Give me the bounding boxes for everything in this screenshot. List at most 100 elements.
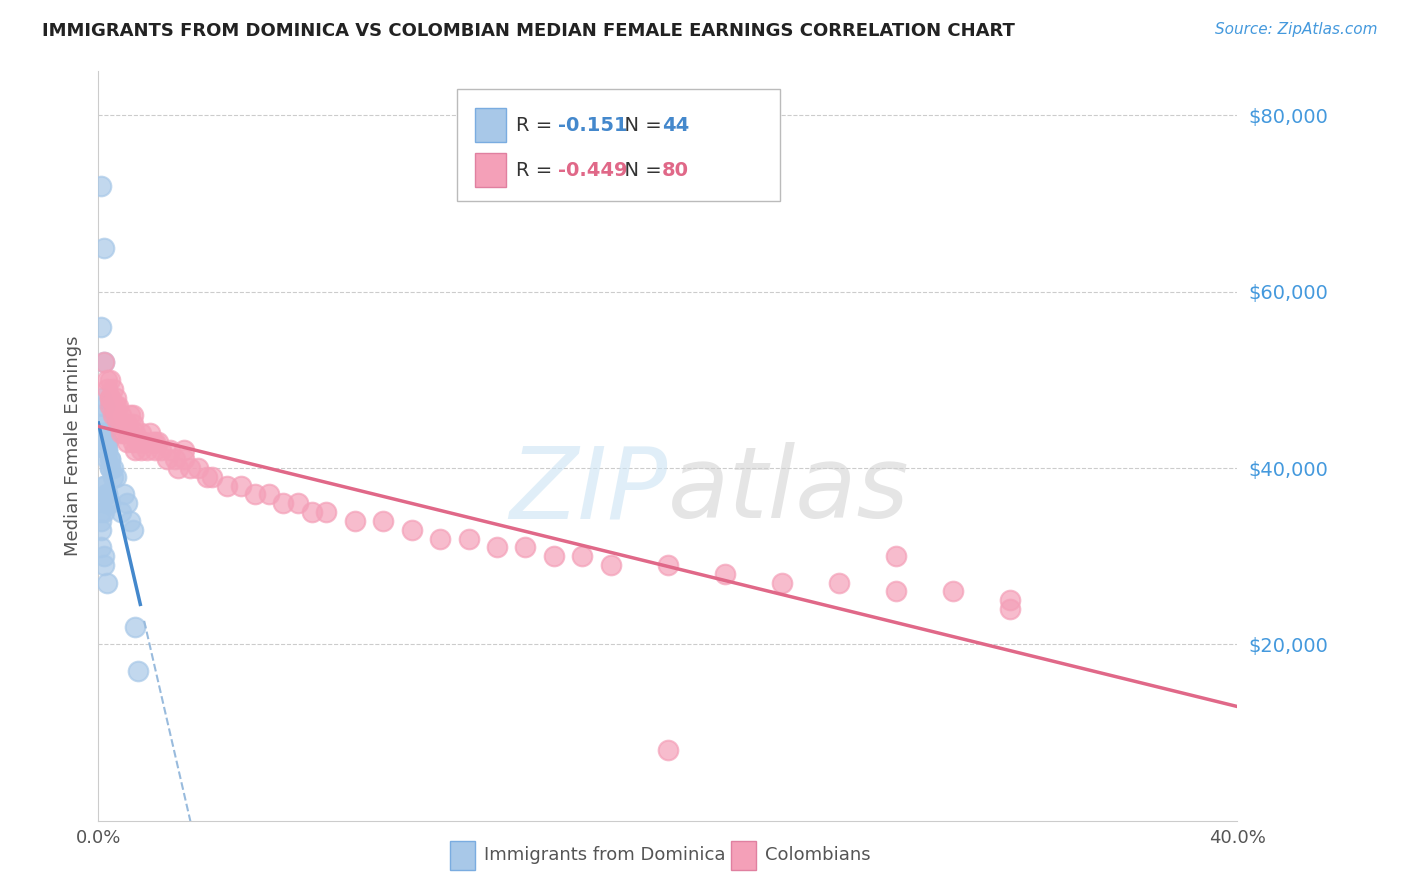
Point xyxy=(96,575,118,590)
Point xyxy=(96,487,118,501)
Point xyxy=(115,417,138,431)
Point xyxy=(93,355,115,369)
Point xyxy=(156,452,179,467)
Point xyxy=(315,505,337,519)
Point xyxy=(457,532,479,546)
Point xyxy=(173,452,195,467)
Point xyxy=(138,425,160,440)
Point xyxy=(132,434,155,449)
Point xyxy=(98,373,121,387)
Text: IMMIGRANTS FROM DOMINICA VS COLOMBIAN MEDIAN FEMALE EARNINGS CORRELATION CHART: IMMIGRANTS FROM DOMINICA VS COLOMBIAN ME… xyxy=(42,22,1015,40)
Point xyxy=(101,400,124,414)
Point xyxy=(104,391,127,405)
Point xyxy=(998,593,1021,607)
Point xyxy=(104,470,127,484)
Text: R =: R = xyxy=(516,116,558,135)
Point xyxy=(93,241,115,255)
Text: Colombians: Colombians xyxy=(765,847,870,864)
Point xyxy=(121,434,143,449)
Point xyxy=(93,355,115,369)
Text: atlas: atlas xyxy=(668,442,910,540)
Point xyxy=(301,505,323,519)
Point xyxy=(93,425,115,440)
Point xyxy=(110,417,132,431)
Text: 44: 44 xyxy=(662,116,689,135)
Point xyxy=(98,461,121,475)
Point xyxy=(571,549,593,564)
Point xyxy=(714,566,737,581)
Point xyxy=(515,541,537,555)
Point xyxy=(104,408,127,422)
Point xyxy=(179,461,201,475)
Point xyxy=(98,496,121,510)
Point xyxy=(129,434,152,449)
Point xyxy=(98,452,121,467)
Point xyxy=(159,443,181,458)
Point xyxy=(98,391,121,405)
Point xyxy=(96,434,118,449)
Text: Source: ZipAtlas.com: Source: ZipAtlas.com xyxy=(1215,22,1378,37)
Point xyxy=(115,434,138,449)
Point xyxy=(110,408,132,422)
Point xyxy=(942,584,965,599)
Point xyxy=(110,425,132,440)
Text: 80: 80 xyxy=(662,161,689,180)
Y-axis label: Median Female Earnings: Median Female Earnings xyxy=(63,335,82,557)
Point xyxy=(148,434,170,449)
Text: R =: R = xyxy=(516,161,558,180)
Point xyxy=(101,461,124,475)
Point xyxy=(121,408,143,422)
Point xyxy=(124,620,146,634)
Point xyxy=(101,470,124,484)
Point xyxy=(173,443,195,458)
Text: N =: N = xyxy=(612,116,668,135)
Point xyxy=(104,400,127,414)
Point xyxy=(121,523,143,537)
Point xyxy=(273,496,295,510)
Point xyxy=(96,434,118,449)
Point xyxy=(657,743,679,757)
Point xyxy=(90,523,112,537)
Text: -0.449: -0.449 xyxy=(558,161,627,180)
Point xyxy=(93,478,115,492)
Point xyxy=(195,470,218,484)
Point xyxy=(215,478,238,492)
Point xyxy=(90,178,112,193)
Point xyxy=(96,382,118,396)
Point xyxy=(600,558,623,572)
Point xyxy=(98,400,121,414)
Point xyxy=(98,461,121,475)
Point xyxy=(884,549,907,564)
Text: ZIP: ZIP xyxy=(509,442,668,540)
Point xyxy=(96,452,118,467)
Point xyxy=(124,425,146,440)
Point xyxy=(90,505,112,519)
Point xyxy=(90,391,112,405)
Point xyxy=(96,487,118,501)
Point xyxy=(93,478,115,492)
Point xyxy=(884,584,907,599)
Point xyxy=(150,443,173,458)
Point xyxy=(101,408,124,422)
Point xyxy=(401,523,423,537)
Point xyxy=(93,505,115,519)
Point xyxy=(373,514,395,528)
Point xyxy=(96,373,118,387)
Point xyxy=(124,443,146,458)
Point xyxy=(90,320,112,334)
Point xyxy=(243,487,266,501)
Point xyxy=(127,434,149,449)
Point xyxy=(112,417,135,431)
Point xyxy=(112,487,135,501)
Point xyxy=(93,400,115,414)
Point xyxy=(486,541,509,555)
Point xyxy=(129,443,152,458)
Point xyxy=(429,532,451,546)
Point xyxy=(98,452,121,467)
Point xyxy=(93,558,115,572)
Point xyxy=(112,425,135,440)
Point xyxy=(187,461,209,475)
Point xyxy=(657,558,679,572)
Point xyxy=(96,443,118,458)
Point xyxy=(770,575,793,590)
